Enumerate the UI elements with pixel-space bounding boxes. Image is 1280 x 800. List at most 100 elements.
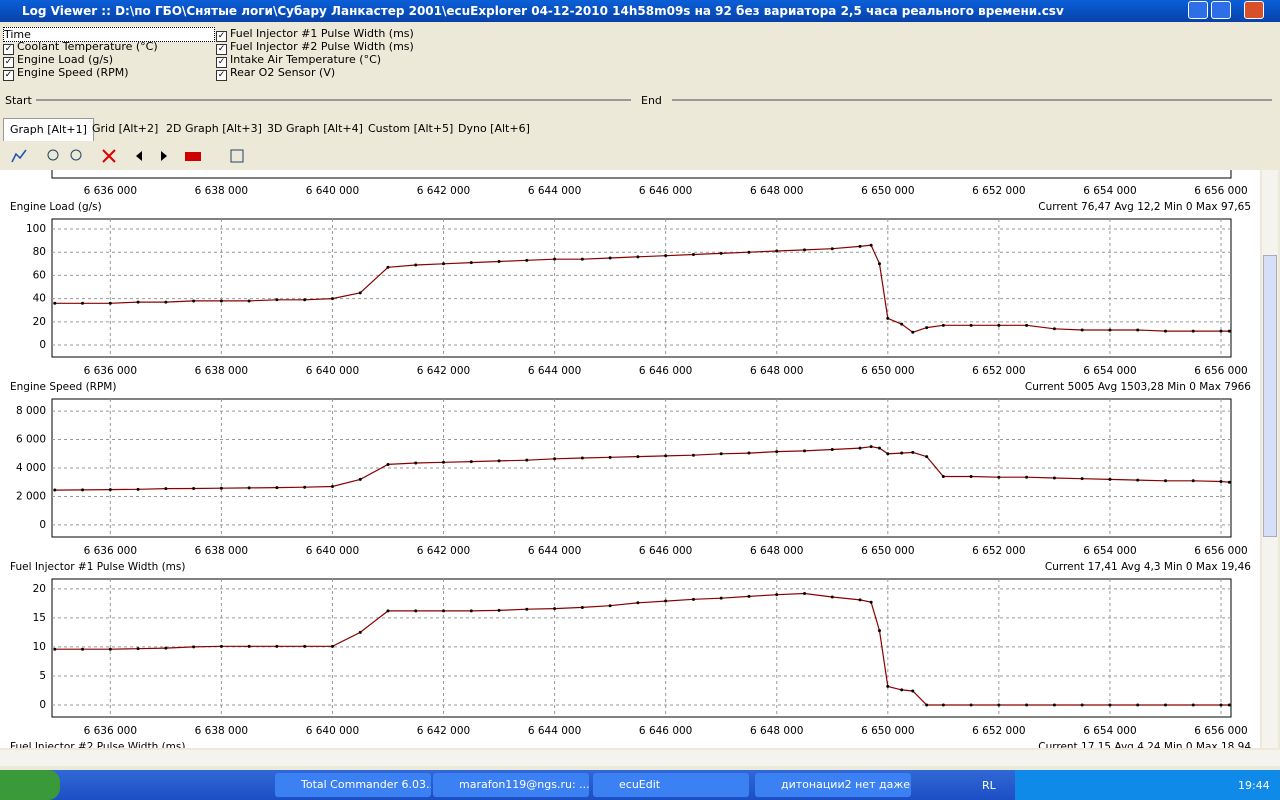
data-point <box>691 597 695 601</box>
data-point <box>1136 328 1140 332</box>
x-tick-label: 6 640 000 <box>306 185 359 197</box>
data-point <box>747 250 751 254</box>
delete[interactable] <box>102 149 116 163</box>
data-point <box>997 475 1001 479</box>
x-tick-label: 6 646 000 <box>639 545 692 557</box>
toolbar-icons <box>11 149 244 163</box>
tab[interactable]: 3D Graph [Alt+4] <box>267 122 363 135</box>
data-point <box>1227 329 1231 333</box>
task[interactable]: Total Commander 6.03... <box>275 773 431 797</box>
color-picker[interactable] <box>185 152 201 161</box>
series-line <box>54 592 1230 706</box>
close-button[interactable] <box>1244 1 1264 19</box>
data-point <box>442 460 446 464</box>
option[interactable]: ✓ Fuel Injector #1 Pulse Width (ms) <box>216 27 414 42</box>
option[interactable]: Time <box>3 27 215 42</box>
next[interactable] <box>161 151 167 161</box>
data-point <box>969 323 973 327</box>
option[interactable]: ✓ Engine Load (g/s) <box>3 53 113 68</box>
y-tick-label: 20 <box>33 316 46 328</box>
data-point <box>1080 703 1084 707</box>
tab[interactable]: Grid [Alt+2] <box>92 122 159 135</box>
option-label: Coolant Temperature (°C) <box>17 40 158 53</box>
option[interactable]: ✓ Engine Speed (RPM) <box>3 66 129 81</box>
data-point <box>886 316 890 320</box>
data-point <box>414 609 418 613</box>
task[interactable]: marafon119@ngs.ru: ... <box>433 773 589 797</box>
chart-title: Engine Load (g/s) <box>10 201 102 213</box>
checkbox[interactable]: ✓ <box>216 57 227 68</box>
option-label: Time <box>4 28 31 41</box>
start-slider[interactable] <box>36 99 631 101</box>
start-button[interactable] <box>0 770 60 800</box>
option[interactable]: ✓ Rear O2 Sensor (V) <box>216 66 335 81</box>
language[interactable]: RL <box>982 779 996 792</box>
scroll-thumb[interactable] <box>1263 255 1277 537</box>
data-point <box>136 647 140 651</box>
data-point <box>330 484 334 488</box>
tab[interactable]: Dyno [Alt+6] <box>458 122 530 135</box>
x-tick-label: 6 640 000 <box>306 545 359 557</box>
data-point <box>303 298 307 302</box>
data-point <box>941 323 945 327</box>
data-point <box>164 487 168 491</box>
x-tick-label: 6 652 000 <box>972 365 1025 377</box>
checkbox[interactable]: ✓ <box>3 57 14 68</box>
x-tick-label: 6 648 000 <box>750 725 803 737</box>
data-point <box>877 446 881 450</box>
option[interactable]: ✓ Coolant Temperature (°C) <box>3 40 158 55</box>
option[interactable]: ✓ Fuel Injector #2 Pulse Width (ms) <box>216 40 414 55</box>
x-tick-label: 6 640 000 <box>306 725 359 737</box>
checkbox[interactable]: ✓ <box>216 31 227 42</box>
checkbox[interactable]: ✓ <box>216 44 227 55</box>
checkbox[interactable]: ✓ <box>216 70 227 81</box>
data-point <box>469 460 473 464</box>
data-point <box>911 330 915 334</box>
option[interactable]: ✓ Intake Air Temperature (°C) <box>216 53 381 68</box>
data-point <box>997 323 1001 327</box>
x-tick-label: 6 638 000 <box>195 365 248 377</box>
y-tick-label: 4 000 <box>16 462 46 474</box>
data-point <box>1191 329 1195 333</box>
data-point <box>525 258 529 262</box>
data-point <box>900 322 904 326</box>
grid-toggle[interactable] <box>230 149 244 163</box>
y-tick-label: 0 <box>39 519 46 531</box>
zoom-in[interactable] <box>47 149 59 161</box>
data-point <box>941 475 945 479</box>
data-point <box>1163 703 1167 707</box>
task[interactable]: ecuEdit <box>593 773 749 797</box>
vertical-scrollbar[interactable] <box>1262 170 1278 748</box>
x-tick-label: 6 654 000 <box>1083 545 1136 557</box>
data-point <box>247 299 251 303</box>
data-point <box>553 257 557 261</box>
tab[interactable]: 2D Graph [Alt+3] <box>166 122 262 135</box>
data-point <box>525 607 529 611</box>
end-slider[interactable] <box>672 99 1272 101</box>
data-point <box>303 485 307 489</box>
checkbox[interactable]: ✓ <box>3 44 14 55</box>
prev[interactable] <box>136 151 142 161</box>
task[interactable]: дитонации2 нет даже... <box>755 773 911 797</box>
data-point <box>830 595 834 599</box>
data-point <box>877 629 881 633</box>
data-point <box>830 448 834 452</box>
y-tick-label: 0 <box>39 339 46 351</box>
zoom-out[interactable] <box>70 149 82 161</box>
data-point <box>108 301 112 305</box>
horizontal-scrollbar[interactable] <box>0 750 1280 766</box>
data-point <box>386 609 390 613</box>
y-tick-label: 20 <box>33 583 46 595</box>
checkbox[interactable]: ✓ <box>3 70 14 81</box>
x-tick-label: 6 646 000 <box>639 725 692 737</box>
minimize-button[interactable] <box>1188 1 1208 19</box>
y-tick-label: 60 <box>33 269 46 281</box>
x-tick-label: 6 636 000 <box>84 725 137 737</box>
tab[interactable]: Graph [Alt+1] <box>3 118 94 141</box>
chart-stats: Current 17,15 Avg 4,24 Min 0 Max 18,94 <box>1038 741 1251 748</box>
data-point <box>1219 703 1223 707</box>
maximize-button[interactable] <box>1211 1 1231 19</box>
x-tick-label: 6 644 000 <box>528 185 581 197</box>
chart-icon[interactable] <box>11 149 27 163</box>
tab[interactable]: Custom [Alt+5] <box>368 122 454 135</box>
